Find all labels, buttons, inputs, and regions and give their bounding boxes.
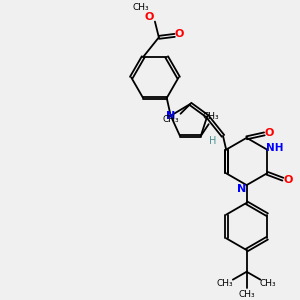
Text: O: O [283,175,292,185]
Text: CH₃: CH₃ [260,279,277,288]
Text: O: O [144,12,154,22]
Text: O: O [265,128,274,138]
Text: CH₃: CH₃ [217,279,233,288]
Text: NH: NH [266,143,284,153]
Text: CH₃: CH₃ [238,290,255,299]
Text: CH₃: CH₃ [133,3,149,12]
Text: O: O [175,29,184,39]
Text: CH₃: CH₃ [162,115,179,124]
Text: H: H [209,136,217,146]
Text: CH₃: CH₃ [202,112,219,121]
Text: N: N [237,184,246,194]
Text: N: N [166,111,175,121]
